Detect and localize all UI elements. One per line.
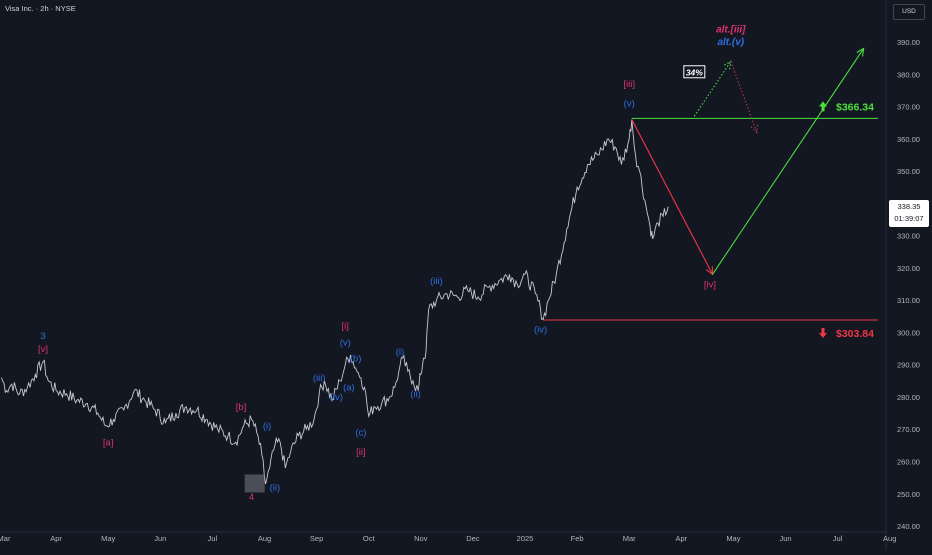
x-tick-label: Aug: [258, 534, 271, 543]
probability-badge-inner: [684, 66, 705, 78]
y-tick-label: 370.00: [897, 103, 920, 112]
x-tick-label: Sep: [310, 534, 323, 543]
resistance-level-label: $366.34: [836, 101, 874, 113]
currency-badge[interactable]: USD: [893, 4, 925, 20]
x-tick-label: Dec: [466, 534, 480, 543]
wave-label: (iv): [330, 392, 343, 403]
x-tick-label: Mar: [623, 534, 636, 543]
wave-label: (iii): [430, 276, 443, 287]
y-tick-label: 310.00: [897, 296, 920, 305]
wave-label: 4: [249, 492, 254, 503]
y-tick-label: 320.00: [897, 264, 920, 273]
y-tick-label: 270.00: [897, 425, 920, 434]
x-tick-label: 2025: [517, 534, 534, 543]
y-tick-label: 260.00: [897, 458, 920, 467]
x-tick-label: Jul: [833, 534, 843, 543]
x-tick-label: Jun: [154, 534, 166, 543]
wave-label: (ii): [410, 389, 421, 400]
x-tick-label: Apr: [50, 534, 62, 543]
arrow-down-icon: [819, 328, 827, 339]
y-tick-label: 240.00: [897, 522, 920, 531]
wave-label: (i): [396, 347, 404, 358]
x-tick-label: May: [726, 534, 740, 543]
probability-label: 34%: [686, 67, 703, 77]
y-tick-label: 330.00: [897, 232, 920, 241]
primary-up-leg-arrowhead: [856, 47, 865, 57]
symbol-title: Visa Inc. · 2h · NYSE: [5, 4, 76, 13]
wave-label: (c): [355, 428, 366, 439]
wave-label: (iii): [313, 373, 326, 384]
wave-label: (b): [350, 353, 362, 364]
arrow-up-icon: [819, 101, 827, 112]
x-tick-label: Apr: [675, 534, 687, 543]
bar-countdown: 01:39:07: [894, 214, 924, 223]
wave-4-highlight: [244, 474, 265, 493]
x-tick-label: Aug: [883, 534, 896, 543]
alt-down-leg-arrowhead: [750, 124, 759, 134]
wave-label: alt.(v): [717, 37, 744, 48]
y-tick-label: 300.00: [897, 328, 920, 337]
last-price-tag: 338.35 01:39:07: [889, 200, 929, 227]
wave-label: 3: [40, 331, 45, 342]
alt-up-leg-arrow: [693, 61, 732, 117]
wave-label: [iii]: [623, 79, 635, 90]
wave-label: [i]: [342, 321, 349, 332]
wave-label: [b]: [236, 402, 247, 413]
y-tick-label: 290.00: [897, 361, 920, 370]
y-tick-label: 350.00: [897, 167, 920, 176]
y-tick-label: 390.00: [897, 38, 920, 47]
y-tick-label: 280.00: [897, 393, 920, 402]
wave-label: [iv]: [704, 279, 716, 290]
primary-up-leg-arrow: [712, 48, 865, 275]
x-tick-label: Nov: [414, 534, 428, 543]
x-tick-label: Oct: [363, 534, 376, 543]
wave-label: [ii]: [356, 447, 366, 458]
wave-label: [a]: [103, 437, 114, 448]
x-tick-label: May: [101, 534, 115, 543]
wave-label: (a): [343, 383, 355, 394]
primary-down-leg-arrow: [631, 119, 714, 275]
x-tick-label: Jul: [208, 534, 218, 543]
x-tick-label: Mar: [0, 534, 11, 543]
y-tick-label: 380.00: [897, 70, 920, 79]
alt-down-leg-arrow: [730, 61, 758, 133]
support-level-label: $303.84: [836, 328, 874, 340]
wave-label: alt.[iii]: [716, 24, 746, 35]
y-tick-label: 360.00: [897, 135, 920, 144]
last-price: 338.35: [897, 202, 921, 211]
y-tick-label: 250.00: [897, 490, 920, 499]
wave-label: (v): [340, 337, 351, 348]
wave-label: (v): [624, 99, 635, 110]
price-series-line: [0, 119, 669, 485]
wave-label: (ii): [270, 483, 281, 494]
wave-label: (i): [263, 421, 271, 432]
wave-label: [v]: [38, 344, 48, 355]
x-tick-label: Feb: [571, 534, 584, 543]
x-tick-label: Jun: [779, 534, 791, 543]
wave-label: (iv): [534, 324, 547, 335]
